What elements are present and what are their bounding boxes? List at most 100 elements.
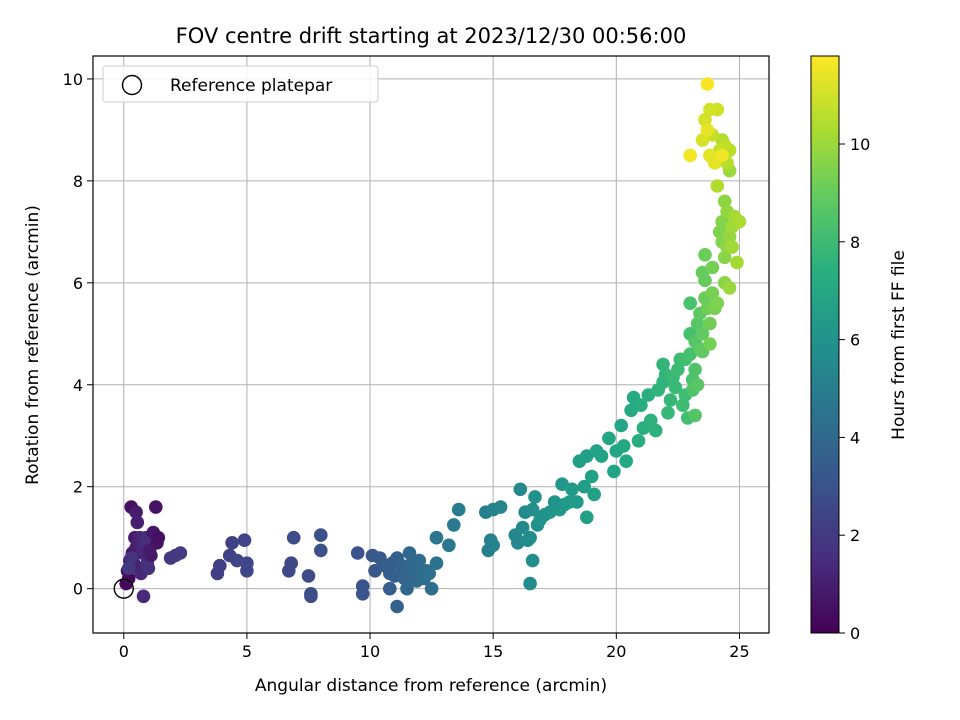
data-point xyxy=(577,479,592,494)
legend-marker-icon xyxy=(121,74,143,96)
data-point xyxy=(350,546,365,560)
data-point xyxy=(493,500,508,514)
data-point xyxy=(700,123,715,137)
data-point xyxy=(429,556,444,570)
data-point xyxy=(149,500,163,514)
data-point xyxy=(676,398,690,413)
data-point xyxy=(402,546,417,560)
data-point xyxy=(412,553,427,568)
data-point xyxy=(703,102,717,117)
plot-frame xyxy=(92,55,770,634)
data-point xyxy=(528,490,542,504)
data-point xyxy=(722,281,737,295)
data-point xyxy=(602,431,616,446)
data-point xyxy=(710,179,725,193)
data-point xyxy=(486,538,501,553)
colorbar: 0 2 4 6 8 10 Hours from first FF file xyxy=(810,55,909,643)
data-point xyxy=(429,530,444,545)
reference-platepar-marker xyxy=(113,578,134,599)
legend-box xyxy=(102,65,379,103)
data-point xyxy=(424,581,439,596)
colorbar-label: Hours from first FF file xyxy=(889,250,909,440)
data-point xyxy=(695,133,710,147)
data-point xyxy=(121,571,136,586)
data-point xyxy=(355,587,370,601)
colorbar-ticks: 0 2 4 6 8 10 xyxy=(839,135,870,643)
data-point xyxy=(513,482,528,497)
data-point xyxy=(451,502,466,517)
data-point xyxy=(286,530,301,545)
data-point xyxy=(631,434,646,448)
data-point xyxy=(136,589,151,604)
data-point xyxy=(616,439,631,453)
colorbar-tick-label: 2 xyxy=(850,526,860,545)
chart-title: FOV centre drift starting at 2023/12/30 … xyxy=(176,24,687,48)
data-point xyxy=(730,255,744,270)
data-point xyxy=(447,518,461,532)
data-point xyxy=(683,296,697,311)
data-point xyxy=(594,449,609,463)
colorbar-tick-label: 6 xyxy=(850,331,860,350)
data-point xyxy=(129,505,143,519)
y-tick-label: 4 xyxy=(73,376,83,395)
data-point xyxy=(725,240,739,254)
data-point xyxy=(390,599,404,614)
colorbar-tick-label: 8 xyxy=(850,233,860,252)
y-axis-label: Rotation from reference (arcmin) xyxy=(23,205,43,485)
data-point xyxy=(703,337,717,351)
data-point xyxy=(400,581,414,596)
data-point xyxy=(698,273,712,288)
data-point xyxy=(523,530,537,545)
colorbar-tick-label: 4 xyxy=(850,428,860,447)
data-point xyxy=(584,469,599,484)
data-point xyxy=(525,502,540,517)
data-point xyxy=(144,548,158,563)
legend-label: Reference platepar xyxy=(170,76,332,96)
x-axis-label: Angular distance from reference (arcmin) xyxy=(255,676,607,696)
data-point xyxy=(683,148,697,163)
data-point xyxy=(442,538,456,553)
legend: Reference platepar xyxy=(102,65,379,103)
data-point xyxy=(121,561,136,576)
x-tick-label: 15 xyxy=(483,642,503,661)
data-point xyxy=(661,406,675,420)
data-point xyxy=(284,556,299,570)
data-point xyxy=(648,423,663,438)
x-tick-label: 0 xyxy=(119,642,129,661)
x-ticks: 0 5 10 15 20 25 xyxy=(119,633,750,661)
data-point xyxy=(523,576,537,591)
y-tick-label: 10 xyxy=(63,70,83,89)
data-point xyxy=(732,214,747,229)
data-point xyxy=(698,248,712,262)
data-point xyxy=(580,510,594,525)
data-point xyxy=(173,546,188,560)
data-point xyxy=(668,380,683,395)
data-point xyxy=(422,566,437,581)
data-point xyxy=(515,520,530,535)
data-point xyxy=(619,454,633,469)
data-point xyxy=(715,148,729,163)
data-point xyxy=(705,286,720,300)
grid-lines xyxy=(93,56,769,633)
data-points xyxy=(119,77,747,614)
data-point xyxy=(663,393,678,407)
data-point xyxy=(124,551,138,565)
y-tick-label: 2 xyxy=(73,478,83,497)
data-point xyxy=(710,296,725,311)
data-point xyxy=(688,408,702,423)
data-point xyxy=(213,558,227,573)
data-point xyxy=(607,464,621,479)
colorbar-gradient xyxy=(810,55,840,634)
y-tick-label: 0 xyxy=(73,580,83,599)
data-point xyxy=(314,543,328,558)
data-point xyxy=(141,561,156,576)
data-point xyxy=(634,398,648,413)
data-point xyxy=(703,316,717,331)
data-point xyxy=(304,589,318,604)
data-point xyxy=(314,528,328,542)
data-point xyxy=(240,564,254,578)
colorbar-tick-label: 10 xyxy=(850,135,870,154)
data-point xyxy=(690,316,705,331)
data-point xyxy=(383,581,397,596)
data-point xyxy=(151,530,166,545)
